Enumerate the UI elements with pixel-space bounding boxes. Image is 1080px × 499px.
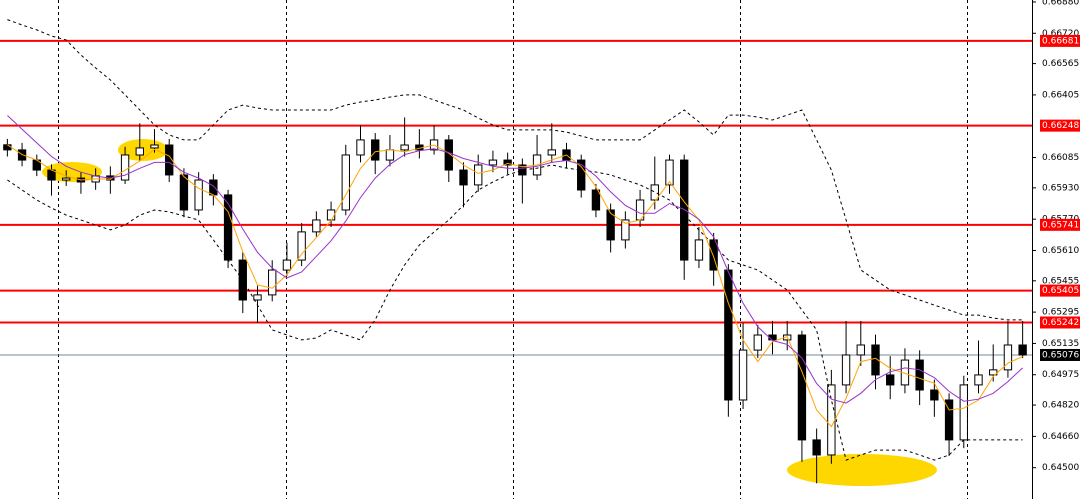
candle-body <box>694 239 704 261</box>
candle-body <box>503 159 512 166</box>
candle-body <box>223 194 233 261</box>
band-line <box>7 164 1023 461</box>
candle-body <box>944 399 954 441</box>
y-tick-label: 0.66085 <box>1042 153 1079 163</box>
candle-body <box>297 231 306 261</box>
candle-body <box>680 159 689 261</box>
candle-body <box>665 159 674 186</box>
candle-body <box>753 334 762 351</box>
candle-body <box>459 169 468 186</box>
y-tick-label: 0.66565 <box>1042 59 1079 69</box>
candle-body <box>738 349 748 401</box>
candle-body <box>371 139 380 161</box>
candle-body <box>797 334 807 441</box>
candle-body <box>606 209 615 241</box>
candle-body <box>886 374 895 386</box>
candle-body <box>135 147 144 156</box>
candle-body <box>62 177 71 181</box>
current-price-label: 0.65076 <box>1042 350 1079 360</box>
candle-body <box>856 344 865 356</box>
level-label: 0.65741 <box>1042 220 1079 230</box>
plot <box>0 19 1032 484</box>
candle-body <box>1003 344 1013 371</box>
candle-body <box>959 384 968 441</box>
y-tick-label: 0.64975 <box>1042 370 1079 380</box>
axis-panel <box>1032 0 1080 499</box>
candle-body <box>253 294 262 301</box>
candle-body <box>591 189 601 211</box>
candle-body <box>841 354 851 386</box>
candle-body <box>385 149 395 161</box>
level-label-box <box>1040 119 1080 132</box>
candle-body <box>282 259 292 271</box>
y-tick-label: 0.64660 <box>1042 432 1079 442</box>
candle-body <box>268 269 277 296</box>
level-label-box <box>1040 218 1080 231</box>
y-tick-label: 0.64500 <box>1042 463 1079 473</box>
candle-body <box>3 144 12 151</box>
candle-body <box>120 154 130 181</box>
y-tick-label: 0.66880 <box>1042 0 1079 7</box>
moving-average <box>7 115 1023 404</box>
candle-body <box>209 179 218 196</box>
level-label-box <box>1040 316 1080 329</box>
candle-body <box>871 344 880 376</box>
y-tick-label: 0.65295 <box>1042 308 1079 318</box>
candle-body <box>341 154 350 211</box>
moving-average <box>7 144 1023 428</box>
y-tick-label: 0.65455 <box>1042 276 1079 286</box>
candle-body <box>488 159 498 166</box>
highlights <box>42 139 937 486</box>
candle-body <box>577 159 586 191</box>
level-label: 0.66681 <box>1042 36 1079 46</box>
level-label-box <box>1040 34 1080 47</box>
y-tick-label: 0.65135 <box>1042 339 1079 349</box>
y-tick-label: 0.64820 <box>1042 401 1079 411</box>
band-line <box>7 19 1023 321</box>
candle-body <box>150 144 159 149</box>
y-tick-label: 0.66405 <box>1042 90 1079 100</box>
current-price-box <box>1040 348 1080 361</box>
y-tick-label: 0.65930 <box>1042 183 1079 193</box>
candle-body <box>989 369 998 376</box>
highlight <box>42 162 102 182</box>
candle-body <box>356 139 365 156</box>
candle-body <box>621 219 630 241</box>
y-tick-label: 0.66720 <box>1042 29 1079 39</box>
level-label: 0.66248 <box>1042 121 1079 131</box>
candle-body <box>930 389 939 401</box>
level-label: 0.65242 <box>1042 318 1079 328</box>
candle-body <box>165 144 174 176</box>
y-axis: 0.66880 0.66720 0.66565 0.66405 0.66085 0.659… <box>1032 0 1080 473</box>
candle-body <box>1018 344 1027 356</box>
candle-body <box>400 144 409 151</box>
candle-body <box>724 269 733 401</box>
y-tick-label: 0.65610 <box>1042 246 1079 256</box>
highlight <box>787 454 937 486</box>
candle-body <box>650 184 659 201</box>
candle-body <box>444 139 453 171</box>
candle-body <box>326 209 336 221</box>
level-label-box <box>1040 284 1080 297</box>
candle-body <box>194 179 203 211</box>
candle-body <box>709 239 718 271</box>
candle-body <box>312 219 321 233</box>
candle-body <box>974 374 983 386</box>
candle-body <box>474 164 483 186</box>
candle-body <box>179 174 189 211</box>
level-label: 0.65405 <box>1042 286 1079 296</box>
candle-body <box>915 359 924 391</box>
candle-body <box>812 439 821 456</box>
candle-body <box>547 149 556 156</box>
candle-body <box>827 384 836 456</box>
